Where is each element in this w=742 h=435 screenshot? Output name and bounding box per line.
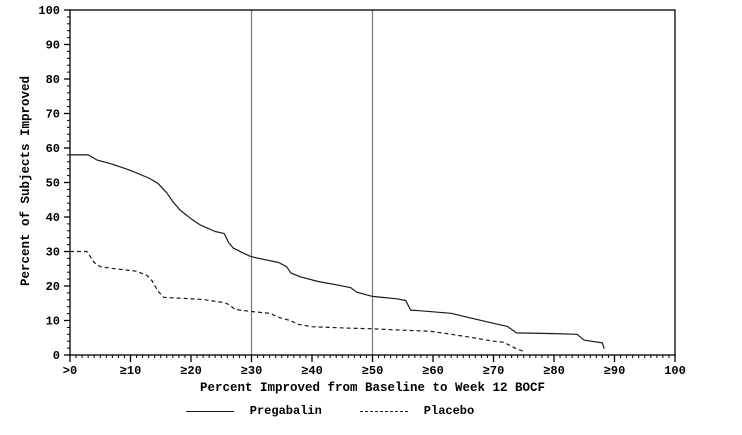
x-tick-label: >0 (63, 364, 77, 378)
y-tick-label: 60 (46, 142, 60, 156)
y-tick-label: 20 (46, 280, 60, 294)
x-tick-label: ≥60 (422, 364, 444, 378)
y-tick-label: 90 (46, 39, 60, 53)
y-tick-label: 70 (46, 108, 60, 122)
x-tick-label: ≥70 (483, 364, 505, 378)
x-axis-title: Percent Improved from Baseline to Week 1… (199, 381, 546, 395)
x-tick-label: ≥90 (604, 364, 626, 378)
y-tick-label: 50 (46, 177, 60, 191)
y-tick-label: 40 (46, 211, 60, 225)
x-tick-label: ≥20 (180, 364, 202, 378)
x-tick-label: ≥50 (362, 364, 384, 378)
y-axis-title: Percent of Subjects Improved (19, 75, 33, 287)
series-line-pregabalin (70, 154, 605, 349)
x-tick-label: ≥10 (120, 364, 142, 378)
x-tick-label: ≥80 (543, 364, 565, 378)
series-line-placebo (70, 250, 524, 352)
legend-label-placebo: Placebo (423, 404, 475, 418)
x-tick-label: 100 (664, 364, 686, 378)
y-tick-label: 80 (46, 73, 60, 87)
legend-label-pregabalin: Pregabalin (249, 404, 322, 418)
x-tick-label: ≥40 (301, 364, 323, 378)
legend-item-pregabalin: Pregabalin (185, 404, 322, 418)
placebo-line-sample-icon (359, 410, 408, 412)
legend-item-placebo: Placebo (359, 404, 475, 418)
y-tick-label: 100 (38, 4, 60, 18)
y-tick-label: 10 (46, 315, 60, 329)
legend: Pregabalin Placebo (0, 404, 660, 418)
y-tick-label: 30 (46, 246, 60, 260)
x-tick-label: ≥30 (241, 364, 263, 378)
pregabalin-line-sample-icon (185, 410, 234, 412)
y-tick-label: 0 (53, 349, 60, 363)
